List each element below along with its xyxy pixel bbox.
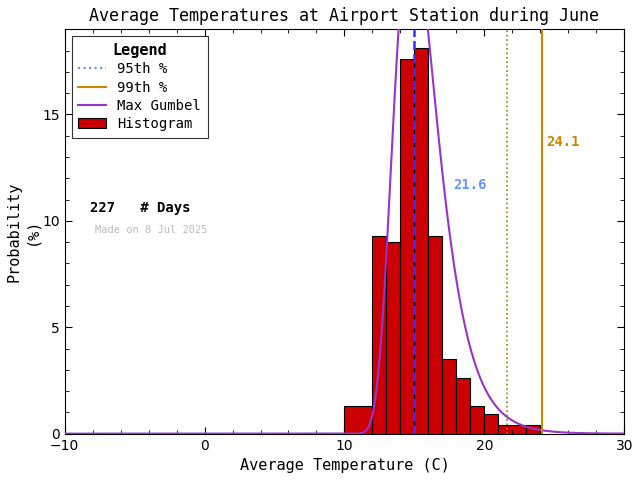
Bar	[401, 59, 415, 433]
X-axis label: Average Temperature (C): Average Temperature (C)	[239, 458, 449, 473]
Bar	[456, 378, 470, 433]
Bar	[470, 406, 484, 433]
Bar	[484, 415, 499, 433]
Text: 227   # Days: 227 # Days	[90, 201, 190, 215]
Text: 24.1: 24.1	[546, 135, 579, 149]
Bar	[372, 236, 387, 433]
Bar	[499, 425, 526, 433]
Title: Average Temperatures at Airport Station during June: Average Temperatures at Airport Station …	[90, 7, 600, 25]
Text: 21.6: 21.6	[454, 178, 487, 192]
Legend: 95th %, 99th %, Max Gumbel, Histogram: 95th %, 99th %, Max Gumbel, Histogram	[72, 36, 208, 138]
Bar	[344, 406, 372, 433]
Bar	[526, 425, 540, 433]
Text: Made on 8 Jul 2025: Made on 8 Jul 2025	[95, 226, 208, 235]
Bar	[428, 236, 442, 433]
Bar	[442, 359, 456, 433]
Y-axis label: Probability
(%): Probability (%)	[7, 181, 39, 282]
Bar	[415, 48, 428, 433]
Bar	[387, 242, 401, 433]
